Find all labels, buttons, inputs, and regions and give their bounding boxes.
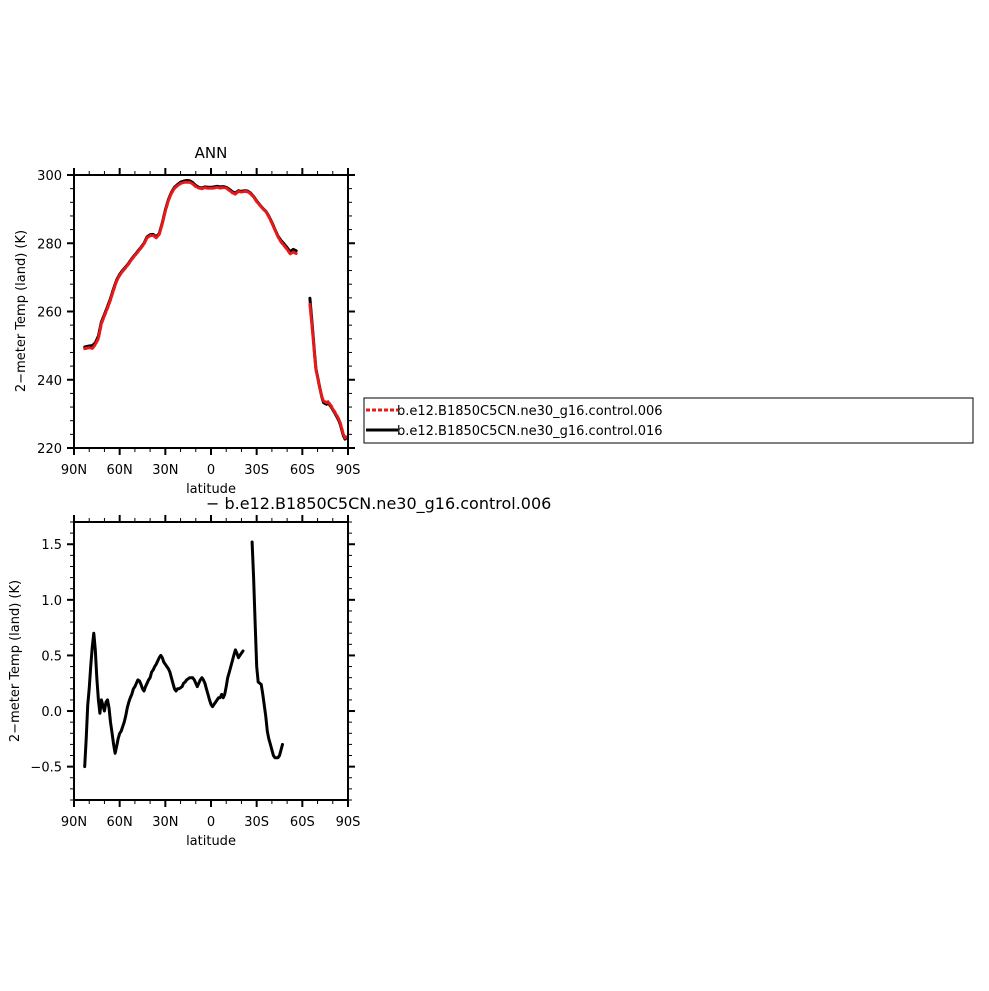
bottom-x-tick-label: 0 (207, 815, 215, 830)
top-x-tick-label: 30S (244, 463, 269, 478)
top-y-tick-label: 220 (37, 442, 62, 457)
top-x-axis-label: latitude (186, 482, 236, 497)
bottom-x-tick-label: 60N (107, 815, 133, 830)
top-x-tick-label: 90S (336, 463, 361, 478)
top-panel: ANN 90N 60N 30N 0 30S 60S 90S 220 240 260 280 300 l… (14, 144, 360, 497)
bottom-y-tick-label: 1.0 (41, 594, 62, 609)
legend-label-control-016: b.e12.B1850C5CN.ne30_g16.control.016 (397, 424, 663, 439)
top-y-axis-label: 2−meter Temp (land) (K) (14, 230, 29, 392)
legend-label-control-006: b.e12.B1850C5CN.ne30_g16.control.006 (397, 404, 663, 419)
top-x-tick-label: 60N (107, 463, 133, 478)
top-x-tick-label: 90N (61, 463, 87, 478)
top-plot-frame (73, 174, 349, 449)
bottom-panel: − b.e12.B1850C5CN.ne30_g16.control.006 9… (8, 494, 551, 849)
bottom-series-lines (83, 540, 284, 769)
top-chart-title: ANN (195, 144, 228, 162)
bottom-y-tick-label: 0.0 (41, 705, 62, 720)
bottom-x-tick-label: 90S (336, 815, 361, 830)
bottom-x-tick-label: 30S (244, 815, 269, 830)
top-y-tick-label: 260 (37, 306, 62, 321)
top-tick-labels: 90N 60N 30N 0 30S 60S 90S 220 240 260 280 300 (37, 169, 360, 478)
bottom-y-tick-label: −0.5 (30, 761, 62, 776)
bottom-x-tick-label: 30N (152, 815, 178, 830)
bottom-y-tick-label: 0.5 (41, 649, 62, 664)
top-y-tick-label: 280 (37, 237, 62, 252)
top-series-1-segment-0 (83, 179, 298, 349)
legend-box (363, 397, 974, 444)
bottom-ticks (67, 515, 355, 807)
bottom-x-axis-label: latitude (186, 834, 236, 849)
bottom-y-axis-label: 2−meter Temp (land) (K) (8, 580, 23, 742)
top-y-tick-label: 240 (37, 374, 62, 389)
top-x-tick-label: 30N (152, 463, 178, 478)
bottom-tick-labels: 90N 60N 30N 0 30S 60S 90S −0.5 0.0 0.5 1.0 1.5 (30, 538, 360, 830)
top-series-0-segment-1 (308, 302, 348, 440)
top-y-tick-label: 300 (37, 169, 62, 184)
top-series-0-segment-0 (83, 180, 298, 351)
legend: b.e12.B1850C5CN.ne30_g16.control.006 b.e… (363, 397, 974, 444)
bottom-x-tick-label: 60S (290, 815, 315, 830)
bottom-y-tick-label: 1.5 (41, 538, 62, 553)
bottom-plot-frame (73, 521, 349, 801)
top-x-tick-label: 0 (207, 463, 215, 478)
bottom-x-tick-label: 90N (61, 815, 87, 830)
top-x-tick-label: 60S (290, 463, 315, 478)
top-series-lines (83, 179, 348, 441)
bottom-chart-title: − b.e12.B1850C5CN.ne30_g16.control.006 (206, 494, 551, 514)
bottom-series-0-segment-0 (83, 631, 245, 769)
bottom-series-0-segment-1 (250, 540, 284, 760)
